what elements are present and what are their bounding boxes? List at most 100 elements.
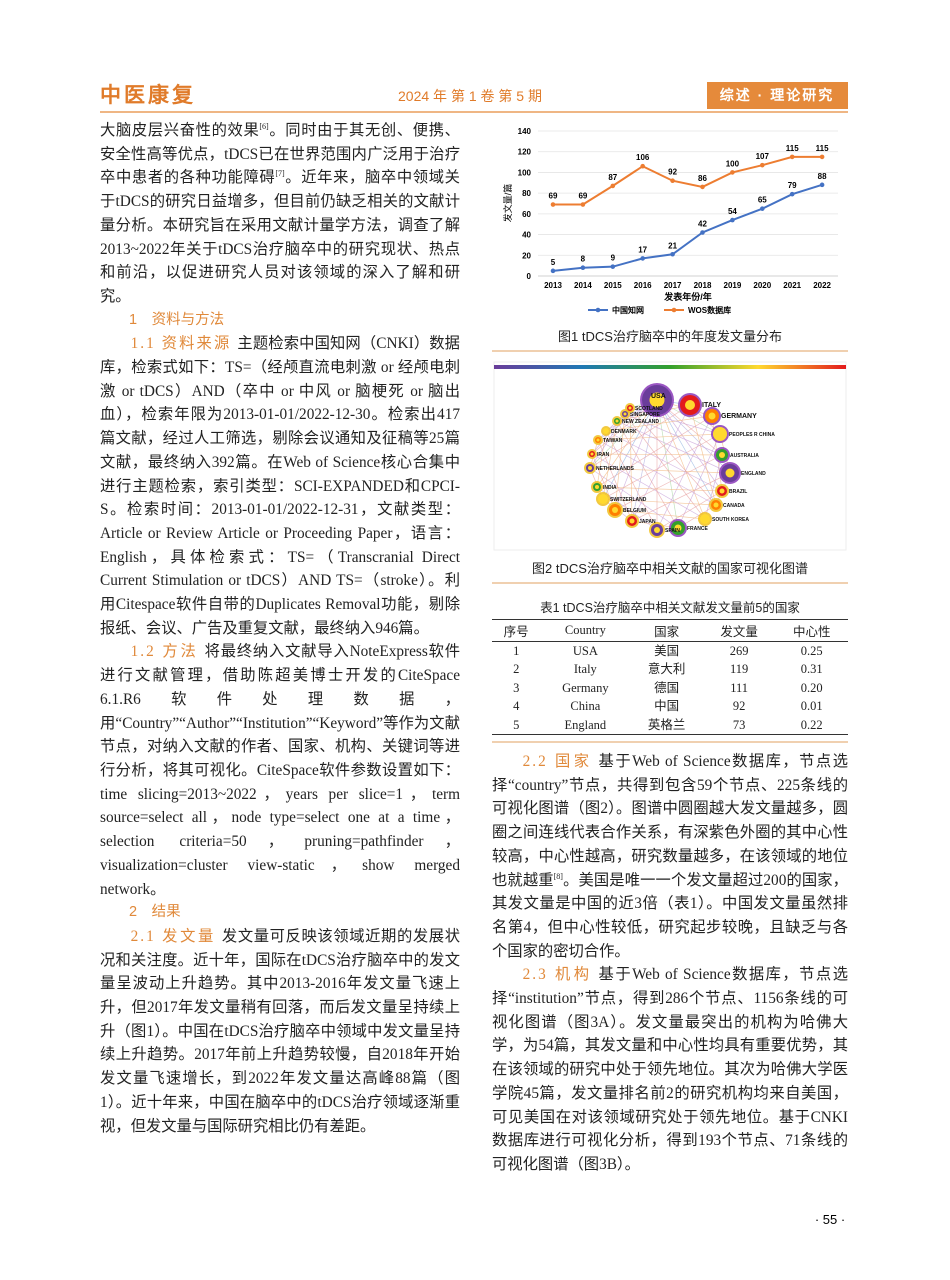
table-cell: 119 bbox=[730, 662, 749, 677]
legend-marker bbox=[671, 307, 677, 313]
table-cell: 5 bbox=[492, 715, 541, 736]
network-edge bbox=[591, 453, 616, 511]
network-edge bbox=[591, 453, 723, 456]
series-line bbox=[552, 183, 823, 272]
network-node bbox=[600, 496, 606, 502]
node-label: BRAZIL bbox=[729, 489, 747, 495]
network-edge bbox=[631, 404, 691, 522]
table-cell: 美国 bbox=[654, 644, 680, 658]
figure-caption: 图1 tDCS治疗脑卒中的年度发文量分布 bbox=[558, 329, 782, 344]
network-edge bbox=[616, 420, 731, 474]
node-label: SWITZERLAND bbox=[610, 497, 647, 503]
network-edge bbox=[629, 407, 721, 435]
x-tick-label: 2019 bbox=[724, 281, 742, 290]
table-row: 4 China 中国 92 0.01 bbox=[492, 697, 848, 715]
table-cell: 0.20 bbox=[800, 680, 823, 695]
node-label: SINGAPORE bbox=[630, 412, 661, 418]
x-tick-label: 2013 bbox=[544, 281, 562, 290]
data-label: 42 bbox=[698, 220, 707, 229]
point bbox=[700, 184, 705, 190]
network-edge bbox=[656, 490, 723, 531]
network-node bbox=[719, 452, 725, 458]
subheading: 1.2 方法 bbox=[130, 643, 199, 661]
subheading: 2.1 发文量 bbox=[130, 927, 216, 945]
network-node bbox=[649, 392, 665, 408]
subheading: 2.3 机构 bbox=[522, 966, 593, 984]
network-node bbox=[615, 419, 619, 423]
network-edge bbox=[602, 498, 717, 506]
node-label: TAIWAN bbox=[603, 438, 623, 444]
table-header-row: 序号 Country 国家 发文量 中心性 bbox=[492, 619, 848, 642]
network-edge bbox=[602, 433, 721, 500]
text: 主题检索中国知网（CNKI）数据库，检索式如下：TS=（经颅直流电刺激 or 经… bbox=[100, 335, 460, 637]
text: 。近年来，脑卒中领域关于tDCS的研究日益增多，但目前仍缺乏相关的文献计量分析。… bbox=[100, 169, 460, 305]
series-line bbox=[553, 155, 823, 206]
table-row: 2 Italy 意大利 119 0.31 bbox=[492, 660, 848, 678]
table-cell: 1 bbox=[513, 644, 520, 658]
table-cell: 92 bbox=[732, 699, 746, 714]
point bbox=[700, 230, 705, 235]
network-edge bbox=[597, 439, 717, 506]
data-label: 87 bbox=[608, 173, 617, 182]
network-edge bbox=[605, 430, 723, 492]
text: 发文量可反映该领域近期的发展状况和关注度。近十年，国际在tDCS治疗脑卒中的发文… bbox=[100, 927, 460, 1135]
page-number: · 55 · bbox=[815, 1212, 845, 1227]
data-label: 92 bbox=[668, 168, 677, 177]
network-node bbox=[725, 468, 735, 478]
node-label: GERMANY bbox=[721, 413, 757, 420]
x-tick-label: 2021 bbox=[783, 281, 801, 290]
table-row: 1 USA 美国 269 0.25 bbox=[492, 642, 848, 661]
node-label: USA bbox=[651, 393, 666, 400]
point bbox=[640, 256, 645, 261]
point bbox=[580, 265, 586, 271]
network-node bbox=[612, 507, 618, 513]
data-label: 115 bbox=[816, 144, 829, 153]
paragraph: 1.2 方法 将最终纳入文献导入NoteExpress软件进行文献管理，借助陈超美… bbox=[100, 640, 460, 901]
point bbox=[760, 206, 765, 211]
table-header-cell: Country bbox=[540, 619, 631, 642]
table-header-cell: 发文量 bbox=[702, 619, 776, 642]
text: 基于Web of Science数据库，节点选择“country”节点，共得到包… bbox=[492, 753, 848, 889]
data-label: 88 bbox=[818, 172, 827, 181]
point bbox=[670, 178, 675, 184]
table-cell: 4 bbox=[513, 699, 520, 714]
network-edge bbox=[614, 413, 626, 511]
network-node bbox=[590, 452, 594, 456]
data-label: 17 bbox=[638, 245, 647, 254]
data-label: 115 bbox=[786, 144, 799, 153]
x-axis-label: 发表年份/年 bbox=[663, 291, 712, 302]
network-node bbox=[702, 516, 708, 522]
data-label: 69 bbox=[578, 192, 587, 201]
legend-label: 中国知网 bbox=[612, 305, 644, 315]
node-label: AUSTRALIA bbox=[730, 453, 759, 459]
table-cell: 73 bbox=[702, 715, 776, 736]
data-label: 69 bbox=[549, 192, 558, 201]
table-cell: Germany bbox=[562, 680, 609, 695]
network-edge bbox=[656, 399, 679, 529]
network-node bbox=[588, 466, 592, 470]
network-strip bbox=[494, 365, 846, 369]
data-label: 100 bbox=[726, 159, 740, 168]
citation: [6] bbox=[259, 122, 269, 131]
table-cell: 德国 bbox=[654, 680, 680, 695]
network-edge bbox=[616, 420, 679, 529]
node-label: JAPAN bbox=[639, 519, 656, 525]
data-label: 5 bbox=[551, 258, 556, 267]
node-label: INDIA bbox=[603, 485, 617, 491]
text: 将最终纳入文献导入NoteExpress软件进行文献管理，借助陈超美博士开发的C… bbox=[100, 643, 460, 898]
data-label: 79 bbox=[788, 181, 797, 190]
y-axis-label: 发文量/篇 bbox=[502, 184, 513, 223]
section-heading: 2 结果 bbox=[129, 904, 181, 921]
section-label: 综述 · 理论研究 bbox=[720, 87, 834, 103]
point bbox=[610, 264, 616, 269]
network-edge bbox=[629, 407, 633, 522]
node-label: BELGIUM bbox=[623, 508, 646, 514]
network-edge bbox=[656, 399, 706, 520]
network-edge bbox=[629, 407, 717, 506]
table-header-cell: 中心性 bbox=[775, 619, 848, 642]
node-label: SOUTH KOREA bbox=[712, 517, 749, 523]
table-cell: 0.31 bbox=[800, 662, 823, 677]
network-node bbox=[623, 412, 627, 416]
x-tick-label: 2017 bbox=[664, 281, 682, 290]
table-cell: 111 bbox=[730, 680, 749, 695]
